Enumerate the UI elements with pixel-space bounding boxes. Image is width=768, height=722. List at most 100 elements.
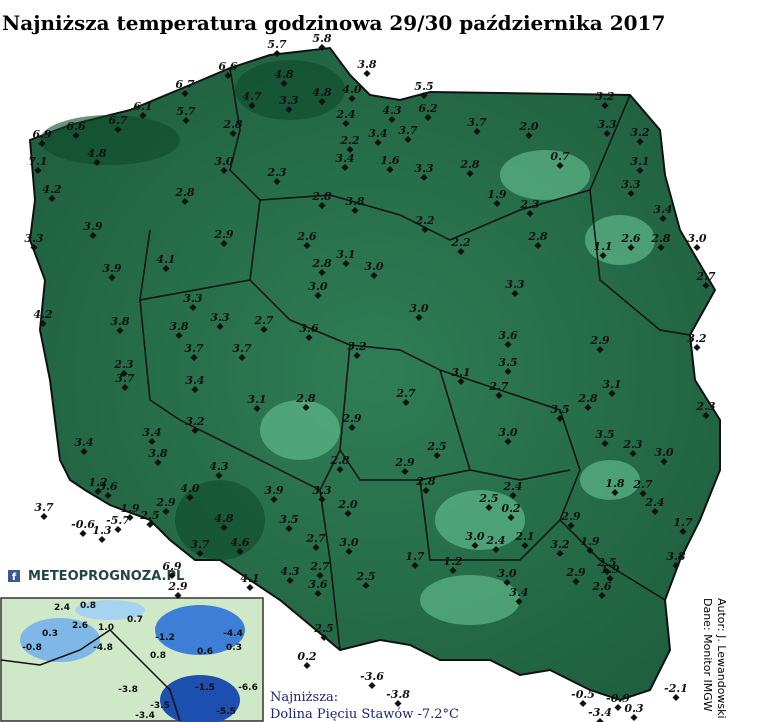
- inset-temperature-label: -1.2: [155, 633, 175, 643]
- station-marker: [182, 116, 190, 125]
- temperature-label: 4.3: [280, 565, 299, 578]
- temperature-label: 3.7: [232, 342, 251, 355]
- temperature-label: 2.8: [222, 118, 242, 131]
- temperature-label: 2.6: [620, 232, 640, 245]
- station-marker: [424, 113, 432, 122]
- station-marker: [34, 166, 42, 175]
- temperature-label: 3.7: [184, 342, 203, 355]
- temperature-label: 2.4: [335, 108, 355, 121]
- station-marker: [246, 583, 254, 592]
- station-marker: [567, 521, 575, 530]
- temperature-label: -5.7: [106, 514, 130, 527]
- station-marker: [693, 243, 701, 252]
- temperature-label: 3.3: [279, 94, 298, 107]
- station-marker: [659, 214, 667, 223]
- station-marker: [657, 243, 665, 252]
- temperature-label: 5.5: [414, 80, 433, 93]
- station-marker: [504, 437, 512, 446]
- station-marker: [190, 353, 198, 362]
- temperature-label: 3.2: [595, 90, 614, 103]
- station-marker: [584, 403, 592, 412]
- temperature-label: 3.0: [497, 567, 516, 580]
- station-marker: [186, 493, 194, 502]
- temperature-label: 2.4: [485, 534, 505, 547]
- station-marker: [189, 303, 197, 312]
- temperature-label: 3.8: [110, 315, 129, 328]
- station-marker: [181, 89, 189, 98]
- temperature-label: 3.0: [308, 280, 327, 293]
- temperature-label: -0.5: [571, 688, 595, 701]
- station-marker: [224, 71, 232, 80]
- minimum-text: Dolina Pięciu Stawów -7.2°C: [270, 707, 459, 722]
- station-marker: [273, 177, 281, 186]
- temperature-label: 3.0: [409, 302, 428, 315]
- temperature-label: 6.7: [175, 78, 194, 91]
- temperature-label: 2.8: [311, 257, 331, 270]
- station-marker: [492, 545, 500, 554]
- temperature-label: 6.9: [32, 128, 51, 141]
- station-marker: [270, 495, 278, 504]
- temperature-label: 2.7: [632, 478, 652, 491]
- station-marker: [404, 135, 412, 144]
- station-marker: [521, 541, 529, 550]
- temperature-label: 2.8: [311, 190, 331, 203]
- temperature-label: 3.8: [357, 58, 376, 71]
- station-marker: [495, 391, 503, 400]
- station-marker: [336, 465, 344, 474]
- temperature-label: 2.9: [560, 510, 580, 523]
- temperature-label: 2.4: [644, 496, 664, 509]
- station-marker: [449, 566, 457, 575]
- temperature-label: 3.5: [279, 513, 298, 526]
- temperature-label: 3.7: [34, 501, 53, 514]
- temperature-label: 2.8: [527, 230, 547, 243]
- station-marker: [485, 503, 493, 512]
- temperature-label: 4.0: [342, 83, 361, 96]
- station-marker: [236, 547, 244, 556]
- station-marker: [351, 206, 359, 215]
- temperature-label: 2.0: [518, 120, 538, 133]
- station-marker: [38, 139, 46, 148]
- temperature-label: 3.0: [364, 260, 383, 273]
- inset-temperature-label: 1.0: [98, 623, 114, 633]
- station-marker: [318, 201, 326, 210]
- station-marker: [368, 681, 376, 690]
- station-marker: [175, 331, 183, 340]
- temperature-label: 3.9: [102, 262, 121, 275]
- station-marker: [374, 138, 382, 147]
- temperature-label: 1.9: [487, 188, 506, 201]
- station-marker: [471, 541, 479, 550]
- temperature-label: -3.4: [588, 706, 612, 719]
- minimum-label: Najniższa:: [270, 690, 338, 705]
- temperature-label: 4.3: [209, 460, 228, 473]
- temperature-label: 3.2: [185, 415, 204, 428]
- temperature-label: 7.1: [28, 155, 47, 168]
- temperature-label: 3.0: [654, 446, 673, 459]
- station-marker: [415, 313, 423, 322]
- station-marker: [630, 713, 638, 722]
- station-marker: [72, 131, 80, 140]
- temperature-label: 1.9: [580, 535, 599, 548]
- station-marker: [139, 111, 147, 120]
- temperature-label: 5.7: [267, 38, 286, 51]
- station-marker: [636, 166, 644, 175]
- inset-temperature-label: -5.5: [216, 707, 236, 717]
- station-marker: [401, 467, 409, 476]
- station-marker: [94, 487, 102, 496]
- temperature-label: 2.7: [309, 560, 329, 573]
- station-marker: [253, 404, 261, 413]
- temperature-label: 2.7: [695, 270, 715, 283]
- station-marker: [303, 241, 311, 250]
- temperature-label: 3.6: [299, 322, 318, 335]
- station-marker: [215, 471, 223, 480]
- temperature-label: 3.7: [398, 124, 417, 137]
- station-marker: [515, 597, 523, 606]
- temperature-label: 1.2: [443, 555, 462, 568]
- station-marker: [572, 577, 580, 586]
- station-marker: [191, 426, 199, 435]
- temperature-label: 0.2: [297, 650, 316, 663]
- station-marker: [312, 543, 320, 552]
- station-marker: [402, 398, 410, 407]
- temperature-label: 2.5: [313, 622, 333, 635]
- temperature-label: 2.8: [577, 392, 597, 405]
